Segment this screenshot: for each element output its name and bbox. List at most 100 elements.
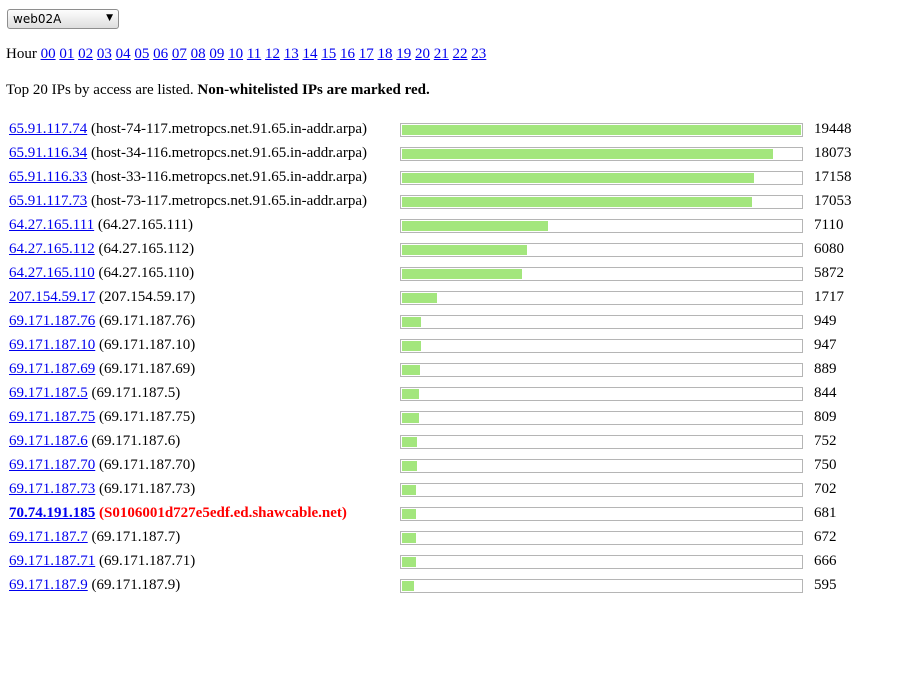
- hour-link-12[interactable]: 12: [265, 46, 281, 62]
- hour-link-17[interactable]: 17: [358, 46, 374, 62]
- rdns-name: (69.171.187.76): [99, 313, 196, 329]
- access-bar: [400, 579, 803, 593]
- rdns-name: (host-73-117.metropcs.net.91.65.in-addr.…: [90, 193, 367, 209]
- rdns-name: (69.171.187.73): [99, 481, 196, 497]
- hour-link-13[interactable]: 13: [283, 46, 299, 62]
- access-bar: [400, 339, 803, 353]
- access-count: 809: [814, 409, 837, 425]
- hour-label: Hour: [6, 46, 37, 62]
- ip-link[interactable]: 70.74.191.185: [9, 505, 96, 521]
- access-count: 666: [814, 553, 837, 569]
- rdns-name: (host-33-116.metropcs.net.91.65.in-addr.…: [90, 169, 367, 185]
- hour-link-02[interactable]: 02: [78, 46, 94, 62]
- server-select[interactable]: web02A ▼: [7, 9, 119, 29]
- intro-bold: Non-whitelisted IPs are marked red.: [197, 82, 430, 98]
- ip-link[interactable]: 69.171.187.73: [9, 481, 96, 497]
- ip-link[interactable]: 69.171.187.5: [9, 385, 88, 401]
- ip-link[interactable]: 64.27.165.112: [9, 241, 95, 257]
- access-bar-fill: [402, 245, 527, 255]
- access-bar-fill: [402, 173, 754, 183]
- rdns-name: (host-74-117.metropcs.net.91.65.in-addr.…: [90, 121, 367, 137]
- hour-link-20[interactable]: 20: [415, 46, 431, 62]
- access-bar-fill: [402, 365, 420, 375]
- access-bar-fill: [402, 485, 416, 495]
- hour-link-03[interactable]: 03: [96, 46, 112, 62]
- hour-link-08[interactable]: 08: [190, 46, 206, 62]
- access-bar: [400, 555, 803, 569]
- hour-link-04[interactable]: 04: [115, 46, 131, 62]
- access-bar-fill: [402, 437, 417, 447]
- host-cell: 64.27.165.111 (64.27.165.111): [9, 217, 193, 234]
- host-cell: 69.171.187.76 (69.171.187.76): [9, 313, 195, 330]
- host-cell: 65.91.117.74 (host-74-117.metropcs.net.9…: [9, 121, 367, 138]
- ip-link[interactable]: 69.171.187.9: [9, 577, 88, 593]
- ip-link[interactable]: 64.27.165.110: [9, 265, 95, 281]
- hour-link-07[interactable]: 07: [171, 46, 187, 62]
- access-bar: [400, 459, 803, 473]
- access-bar-fill: [402, 389, 419, 399]
- host-cell: 64.27.165.112 (64.27.165.112): [9, 241, 194, 258]
- access-count: 702: [814, 481, 837, 497]
- access-bar-fill: [402, 413, 419, 423]
- ip-link[interactable]: 69.171.187.10: [9, 337, 96, 353]
- ip-link[interactable]: 69.171.187.76: [9, 313, 96, 329]
- access-bar: [400, 123, 803, 137]
- ip-link[interactable]: 64.27.165.111: [9, 217, 95, 233]
- server-select-value: web02A: [13, 12, 62, 26]
- access-bar-fill: [402, 197, 752, 207]
- ip-link[interactable]: 65.91.116.34: [9, 145, 88, 161]
- access-count: 947: [814, 337, 837, 353]
- access-count: 17158: [814, 169, 852, 185]
- intro-plain: Top 20 IPs by access are listed.: [6, 82, 198, 98]
- access-bar-fill: [402, 221, 548, 231]
- ip-link[interactable]: 69.171.187.7: [9, 529, 88, 545]
- ip-link[interactable]: 69.171.187.69: [9, 361, 96, 377]
- rdns-name: (69.171.187.71): [99, 553, 196, 569]
- ip-link[interactable]: 69.171.187.6: [9, 433, 88, 449]
- ip-link[interactable]: 207.154.59.17: [9, 289, 96, 305]
- ip-link[interactable]: 69.171.187.75: [9, 409, 96, 425]
- access-bar: [400, 171, 803, 185]
- access-bar: [400, 531, 803, 545]
- hour-link-18[interactable]: 18: [377, 46, 393, 62]
- hour-link-09[interactable]: 09: [209, 46, 225, 62]
- access-count: 19448: [814, 121, 852, 137]
- ip-link[interactable]: 69.171.187.70: [9, 457, 96, 473]
- access-count: 752: [814, 433, 837, 449]
- rdns-name: (64.27.165.112): [98, 241, 195, 257]
- hour-link-16[interactable]: 16: [340, 46, 356, 62]
- access-bar-fill: [402, 293, 437, 303]
- hour-link-23[interactable]: 23: [471, 46, 487, 62]
- hour-link-14[interactable]: 14: [302, 46, 318, 62]
- access-count: 844: [814, 385, 837, 401]
- ip-link[interactable]: 65.91.117.74: [9, 121, 88, 137]
- hour-link-00[interactable]: 00: [40, 46, 56, 62]
- hour-link-10[interactable]: 10: [228, 46, 244, 62]
- rdns-name: (S0106001d727e5edf.ed.shawcable.net): [99, 505, 347, 521]
- access-bar: [400, 363, 803, 377]
- ip-link[interactable]: 65.91.116.33: [9, 169, 88, 185]
- ip-link[interactable]: 65.91.117.73: [9, 193, 88, 209]
- rdns-name: (69.171.187.69): [99, 361, 196, 377]
- access-bar-fill: [402, 317, 421, 327]
- hour-link-06[interactable]: 06: [153, 46, 169, 62]
- access-bar: [400, 195, 803, 209]
- hour-link-22[interactable]: 22: [452, 46, 468, 62]
- rdns-name: (69.171.187.75): [99, 409, 196, 425]
- host-cell: 65.91.116.34 (host-34-116.metropcs.net.9…: [9, 145, 367, 162]
- access-bar: [400, 483, 803, 497]
- ip-link[interactable]: 69.171.187.71: [9, 553, 96, 569]
- host-cell: 65.91.117.73 (host-73-117.metropcs.net.9…: [9, 193, 367, 210]
- hour-link-05[interactable]: 05: [134, 46, 150, 62]
- access-bar: [400, 507, 803, 521]
- hour-link-11[interactable]: 11: [246, 46, 262, 62]
- host-cell: 70.74.191.185 (S0106001d727e5edf.ed.shaw…: [9, 505, 347, 522]
- host-cell: 69.171.187.75 (69.171.187.75): [9, 409, 195, 426]
- host-cell: 65.91.116.33 (host-33-116.metropcs.net.9…: [9, 169, 367, 186]
- access-bar: [400, 411, 803, 425]
- intro-text: Top 20 IPs by access are listed. Non-whi…: [6, 82, 430, 99]
- hour-link-21[interactable]: 21: [433, 46, 449, 62]
- hour-link-01[interactable]: 01: [59, 46, 75, 62]
- hour-link-15[interactable]: 15: [321, 46, 337, 62]
- hour-link-19[interactable]: 19: [396, 46, 412, 62]
